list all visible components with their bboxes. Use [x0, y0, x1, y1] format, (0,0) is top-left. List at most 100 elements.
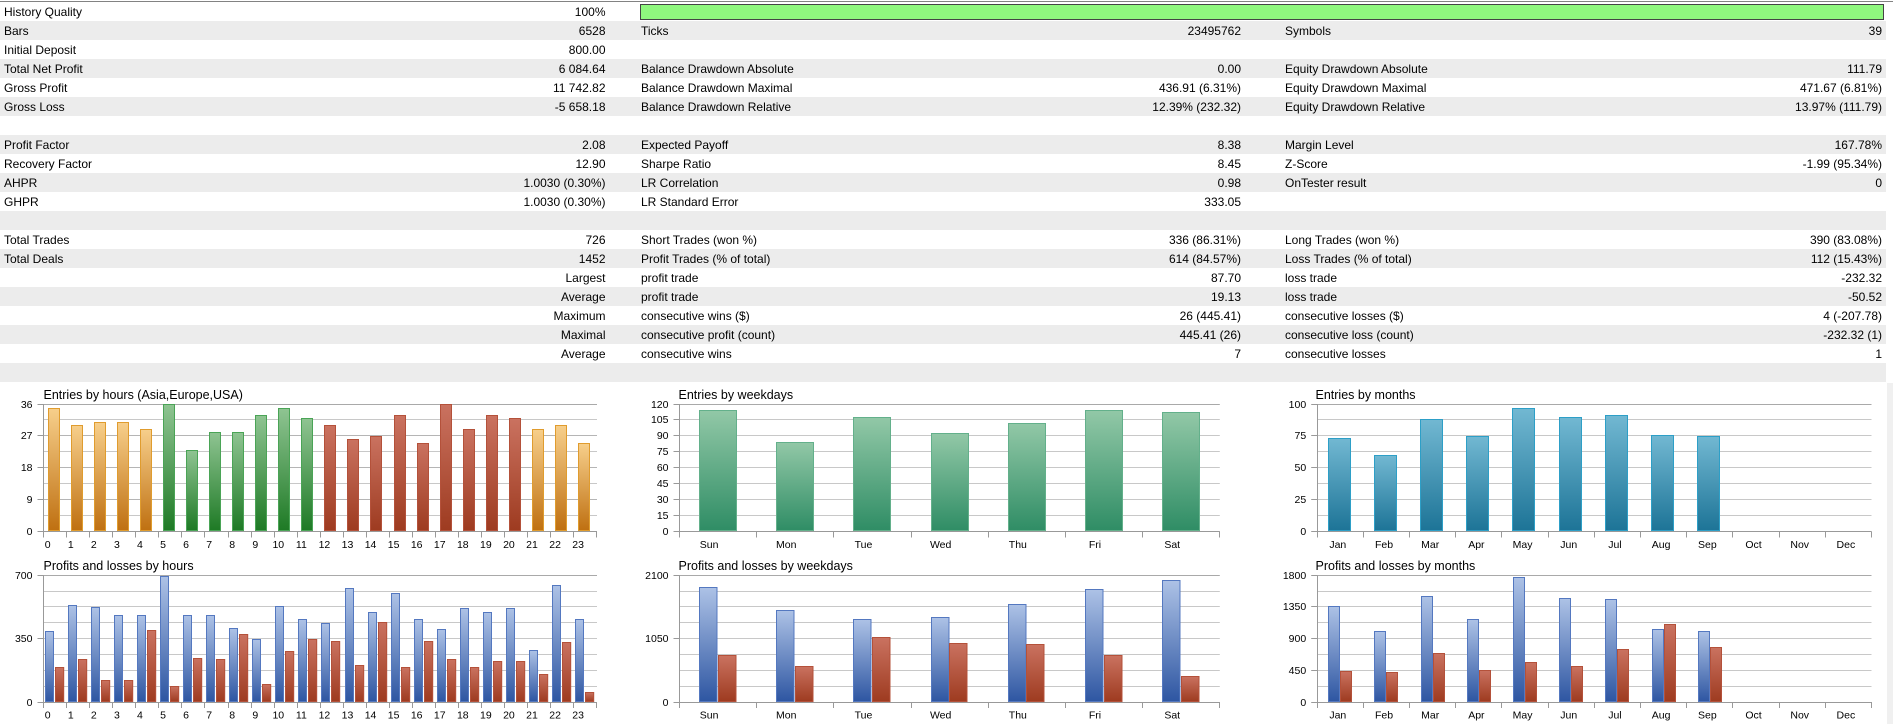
svg-text:2100: 2100 — [645, 570, 669, 582]
svg-text:75: 75 — [657, 446, 669, 458]
svg-text:11: 11 — [296, 710, 307, 722]
svg-text:16: 16 — [411, 710, 423, 722]
svg-text:0: 0 — [1300, 697, 1306, 709]
svg-text:Wed: Wed — [930, 539, 952, 551]
svg-text:700: 700 — [15, 570, 33, 582]
svg-text:15: 15 — [388, 539, 400, 551]
svg-text:23: 23 — [572, 539, 584, 551]
svg-text:Sun: Sun — [700, 539, 719, 551]
svg-text:75: 75 — [1295, 430, 1307, 442]
svg-text:15: 15 — [388, 710, 400, 722]
svg-text:13: 13 — [342, 710, 354, 722]
svg-text:0: 0 — [45, 539, 51, 551]
svg-text:27: 27 — [21, 430, 33, 442]
svg-text:14: 14 — [365, 710, 377, 722]
svg-text:105: 105 — [651, 414, 669, 426]
svg-text:Tue: Tue — [855, 710, 873, 722]
svg-text:Aug: Aug — [1652, 539, 1671, 551]
svg-text:Feb: Feb — [1375, 539, 1393, 551]
svg-text:Mar: Mar — [1421, 710, 1440, 722]
svg-text:Entries by months: Entries by months — [1316, 388, 1416, 402]
svg-text:36: 36 — [21, 399, 33, 411]
svg-text:6: 6 — [183, 539, 189, 551]
svg-text:0: 0 — [45, 710, 51, 722]
svg-text:350: 350 — [15, 633, 33, 645]
svg-text:10: 10 — [272, 539, 284, 551]
svg-text:Jan: Jan — [1329, 539, 1346, 551]
svg-text:Feb: Feb — [1375, 710, 1393, 722]
svg-text:Fri: Fri — [1089, 539, 1101, 551]
svg-text:1350: 1350 — [1283, 601, 1307, 613]
svg-text:6: 6 — [183, 710, 189, 722]
svg-text:Jun: Jun — [1560, 539, 1577, 551]
svg-text:16: 16 — [411, 539, 423, 551]
svg-text:1050: 1050 — [645, 633, 669, 645]
svg-text:23: 23 — [572, 710, 584, 722]
svg-text:900: 900 — [1289, 633, 1307, 645]
svg-text:120: 120 — [651, 399, 669, 411]
svg-text:19: 19 — [480, 539, 492, 551]
svg-text:2: 2 — [91, 539, 97, 551]
svg-text:11: 11 — [296, 539, 307, 551]
svg-text:12: 12 — [319, 710, 331, 722]
svg-text:19: 19 — [480, 710, 492, 722]
svg-text:20: 20 — [503, 710, 515, 722]
svg-text:Dec: Dec — [1837, 539, 1856, 551]
svg-text:100: 100 — [1289, 399, 1307, 411]
svg-text:21: 21 — [526, 539, 538, 551]
svg-text:Thu: Thu — [1009, 539, 1027, 551]
svg-text:Apr: Apr — [1468, 539, 1485, 551]
svg-text:Sep: Sep — [1698, 539, 1717, 551]
svg-text:21: 21 — [526, 710, 538, 722]
svg-text:Fri: Fri — [1089, 710, 1101, 722]
svg-text:May: May — [1513, 710, 1534, 722]
svg-text:14: 14 — [365, 539, 377, 551]
svg-text:3: 3 — [114, 539, 120, 551]
svg-text:0: 0 — [27, 697, 33, 709]
svg-text:Sat: Sat — [1164, 539, 1180, 551]
svg-text:5: 5 — [160, 710, 166, 722]
svg-text:Nov: Nov — [1790, 539, 1809, 551]
svg-text:Oct: Oct — [1745, 539, 1761, 551]
svg-text:0: 0 — [27, 526, 33, 538]
svg-text:90: 90 — [657, 430, 669, 442]
svg-text:22: 22 — [549, 710, 561, 722]
svg-text:17: 17 — [434, 539, 446, 551]
svg-text:450: 450 — [1289, 665, 1307, 677]
svg-text:4: 4 — [137, 710, 143, 722]
svg-text:45: 45 — [657, 478, 669, 490]
svg-text:Thu: Thu — [1009, 710, 1027, 722]
svg-text:Profits and losses by months: Profits and losses by months — [1316, 559, 1476, 573]
svg-text:25: 25 — [1295, 494, 1307, 506]
svg-text:12: 12 — [319, 539, 331, 551]
svg-text:Dec: Dec — [1837, 710, 1856, 722]
svg-text:18: 18 — [457, 710, 469, 722]
svg-text:Mon: Mon — [776, 710, 797, 722]
svg-text:50: 50 — [1295, 462, 1307, 474]
svg-text:Tue: Tue — [855, 539, 873, 551]
svg-text:Sun: Sun — [700, 710, 719, 722]
svg-text:13: 13 — [342, 539, 354, 551]
svg-text:Jun: Jun — [1560, 710, 1577, 722]
svg-text:Wed: Wed — [930, 710, 952, 722]
svg-text:7: 7 — [206, 710, 212, 722]
svg-text:Mar: Mar — [1421, 539, 1440, 551]
svg-text:Profits and losses by weekdays: Profits and losses by weekdays — [679, 559, 853, 573]
svg-text:8: 8 — [229, 539, 235, 551]
svg-text:7: 7 — [206, 539, 212, 551]
svg-text:9: 9 — [252, 539, 258, 551]
svg-text:May: May — [1513, 539, 1534, 551]
svg-text:5: 5 — [160, 539, 166, 551]
svg-text:Entries by weekdays: Entries by weekdays — [679, 388, 794, 402]
svg-text:2: 2 — [91, 710, 97, 722]
svg-text:Oct: Oct — [1745, 710, 1761, 722]
svg-text:9: 9 — [27, 494, 33, 506]
svg-text:15: 15 — [657, 510, 669, 522]
svg-text:60: 60 — [657, 462, 669, 474]
svg-text:0: 0 — [1300, 526, 1306, 538]
svg-text:18: 18 — [457, 539, 469, 551]
svg-text:1: 1 — [68, 539, 74, 551]
svg-text:Jan: Jan — [1329, 710, 1346, 722]
svg-text:4: 4 — [137, 539, 143, 551]
svg-text:Mon: Mon — [776, 539, 797, 551]
